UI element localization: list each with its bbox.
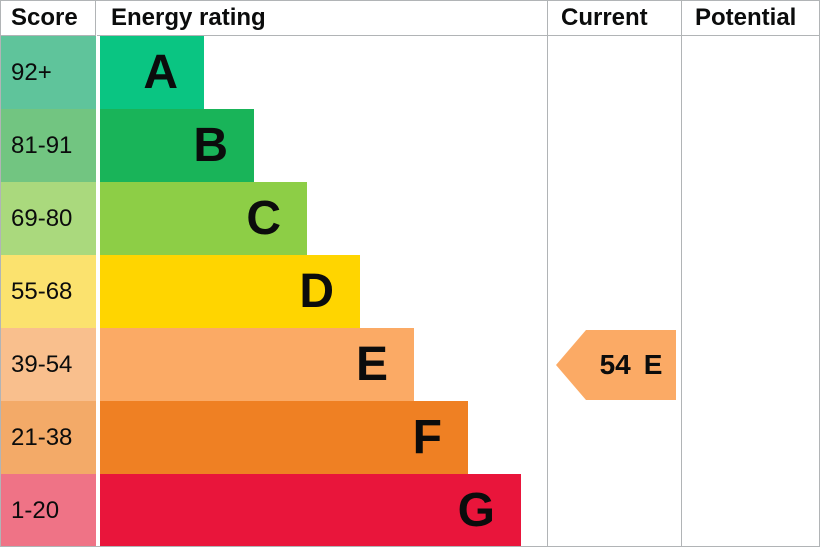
band-row-b: 81-91 B [1, 109, 547, 182]
band-letter-b: B [193, 118, 228, 172]
score-range-d: 55-68 [1, 255, 96, 328]
band-row-f: 21-38 F [1, 401, 547, 474]
band-bar-b: B [100, 109, 254, 182]
band-bar-a: A [100, 36, 204, 109]
current-rating-arrow: 54 E [556, 330, 676, 400]
score-range-f: 21-38 [1, 401, 96, 474]
band-letter-e: E [355, 337, 388, 391]
score-range-g: 1-20 [1, 474, 96, 546]
band-letter-a: A [143, 45, 178, 99]
current-rating-value: 54 [599, 349, 631, 380]
divider-current-column [547, 1, 548, 546]
header-score: Score [1, 1, 96, 36]
band-bar-c: C [100, 182, 307, 255]
band-bar-f: F [100, 401, 468, 474]
score-range-a: 92+ [1, 36, 96, 109]
header-potential: Potential [681, 1, 819, 36]
band-row-g: 1-20 G [1, 474, 547, 546]
band-row-e: 39-54 E [1, 328, 547, 401]
band-letter-d: D [299, 264, 334, 318]
band-letter-f: F [412, 410, 442, 464]
score-range-b: 81-91 [1, 109, 96, 182]
band-letter-c: C [246, 191, 281, 245]
band-row-c: 69-80 C [1, 182, 547, 255]
band-bar-e: E [100, 328, 414, 401]
band-bar-d: D [100, 255, 360, 328]
current-rating-band: E [643, 349, 663, 380]
band-bar-g: G [100, 474, 521, 546]
divider-potential-column [681, 1, 682, 546]
band-letter-g: G [457, 483, 495, 537]
header-energy-rating: Energy rating [97, 1, 547, 36]
band-row-a: 92+ A [1, 36, 547, 109]
score-range-c: 69-80 [1, 182, 96, 255]
band-row-d: 55-68 D [1, 255, 547, 328]
band-rows: 92+ A 81-91 B 69-80 C 55-68 D 39-54 [1, 36, 547, 546]
header-current: Current [547, 1, 681, 36]
score-range-e: 39-54 [1, 328, 96, 401]
